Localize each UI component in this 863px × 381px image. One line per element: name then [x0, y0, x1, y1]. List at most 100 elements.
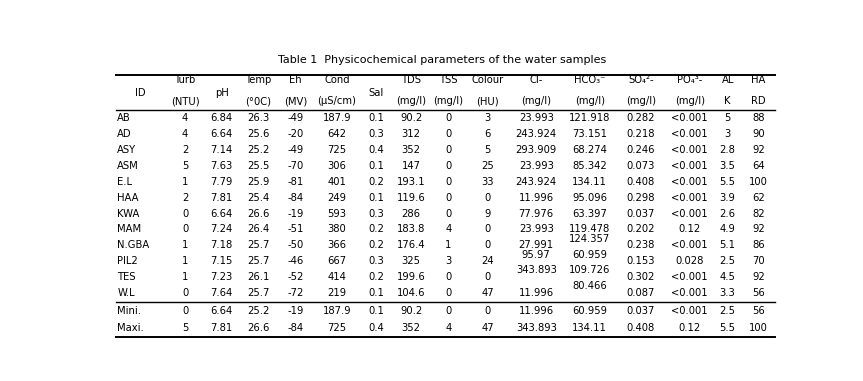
Text: 0: 0 [182, 208, 188, 219]
Text: 0: 0 [445, 145, 451, 155]
Text: <0.001: <0.001 [671, 113, 708, 123]
Text: -50: -50 [287, 240, 304, 250]
Text: 0.1: 0.1 [368, 113, 384, 123]
Text: -19: -19 [287, 306, 304, 316]
Text: 64: 64 [752, 161, 765, 171]
Text: <0.001: <0.001 [671, 161, 708, 171]
Text: TDS: TDS [401, 75, 421, 85]
Text: 725: 725 [327, 323, 347, 333]
Text: 0.037: 0.037 [627, 208, 655, 219]
Text: 6.84: 6.84 [211, 113, 233, 123]
Text: Mini.: Mini. [117, 306, 142, 316]
Text: 92: 92 [752, 224, 765, 234]
Text: 62: 62 [752, 193, 765, 203]
Text: E.L: E.L [117, 177, 132, 187]
Text: 95.97: 95.97 [522, 250, 551, 259]
Text: 243.924: 243.924 [516, 177, 557, 187]
Text: 0.028: 0.028 [676, 256, 704, 266]
Text: -84: -84 [287, 323, 304, 333]
Text: 7.24: 7.24 [211, 224, 233, 234]
Text: 119.478: 119.478 [570, 224, 610, 234]
Text: 134.11: 134.11 [572, 323, 608, 333]
Text: 343.893: 343.893 [516, 266, 557, 275]
Text: TES: TES [117, 272, 135, 282]
Text: (mg/l): (mg/l) [575, 96, 605, 106]
Text: 23.993: 23.993 [519, 161, 554, 171]
Text: 0.302: 0.302 [627, 272, 655, 282]
Text: 1: 1 [182, 256, 188, 266]
Text: 0.087: 0.087 [627, 288, 655, 298]
Text: 2.6: 2.6 [720, 208, 735, 219]
Text: 4.5: 4.5 [720, 272, 735, 282]
Text: 3: 3 [445, 256, 451, 266]
Text: -72: -72 [287, 288, 304, 298]
Text: ID: ID [135, 88, 146, 98]
Text: 88: 88 [752, 113, 765, 123]
Text: 7.81: 7.81 [211, 323, 233, 333]
Text: 92: 92 [752, 272, 765, 282]
Text: 6: 6 [484, 129, 491, 139]
Text: Temp: Temp [245, 75, 271, 85]
Text: 0: 0 [445, 272, 451, 282]
Text: (MV): (MV) [284, 96, 307, 106]
Text: -51: -51 [287, 224, 304, 234]
Text: 25.4: 25.4 [247, 193, 269, 203]
Text: 5: 5 [182, 323, 188, 333]
Text: 312: 312 [401, 129, 420, 139]
Text: 85.342: 85.342 [572, 161, 608, 171]
Text: AB: AB [117, 113, 131, 123]
Text: 3.5: 3.5 [720, 161, 735, 171]
Text: 0.4: 0.4 [369, 145, 384, 155]
Text: 243.924: 243.924 [516, 129, 557, 139]
Text: 176.4: 176.4 [397, 240, 425, 250]
Text: 0.1: 0.1 [368, 193, 384, 203]
Text: 0: 0 [484, 272, 491, 282]
Text: <0.001: <0.001 [671, 306, 708, 316]
Text: 380: 380 [328, 224, 346, 234]
Text: 26.6: 26.6 [247, 208, 269, 219]
Text: 0.12: 0.12 [678, 224, 701, 234]
Text: <0.001: <0.001 [671, 208, 708, 219]
Text: K: K [724, 96, 731, 106]
Text: 5.1: 5.1 [720, 240, 735, 250]
Text: 7.15: 7.15 [211, 256, 233, 266]
Text: 0: 0 [484, 193, 491, 203]
Text: 3: 3 [484, 113, 491, 123]
Text: 0: 0 [445, 306, 451, 316]
Text: (mg/l): (mg/l) [433, 96, 463, 106]
Text: 2.5: 2.5 [720, 306, 735, 316]
Text: 27.991: 27.991 [519, 240, 554, 250]
Text: RD: RD [751, 96, 765, 106]
Text: 293.909: 293.909 [515, 145, 557, 155]
Text: 25.2: 25.2 [247, 145, 269, 155]
Text: 183.8: 183.8 [397, 224, 425, 234]
Text: Eh: Eh [289, 75, 302, 85]
Text: 199.6: 199.6 [397, 272, 425, 282]
Text: 24: 24 [482, 256, 494, 266]
Text: 0: 0 [445, 113, 451, 123]
Text: 5: 5 [484, 145, 491, 155]
Text: 147: 147 [401, 161, 420, 171]
Text: PO₄³-: PO₄³- [677, 75, 702, 85]
Text: 11.996: 11.996 [519, 193, 554, 203]
Text: 6.64: 6.64 [211, 129, 233, 139]
Text: ASM: ASM [117, 161, 139, 171]
Text: 187.9: 187.9 [323, 113, 351, 123]
Text: 6.64: 6.64 [211, 208, 233, 219]
Text: 56: 56 [752, 306, 765, 316]
Text: 343.893: 343.893 [516, 323, 557, 333]
Text: 401: 401 [328, 177, 346, 187]
Text: 7.64: 7.64 [211, 288, 233, 298]
Text: 5: 5 [182, 161, 188, 171]
Text: 0.1: 0.1 [368, 306, 384, 316]
Text: 11.996: 11.996 [519, 288, 554, 298]
Text: 0.3: 0.3 [369, 208, 384, 219]
Text: 352: 352 [401, 323, 420, 333]
Text: 90: 90 [752, 129, 765, 139]
Text: 0: 0 [445, 177, 451, 187]
Text: W.L: W.L [117, 288, 135, 298]
Text: (µS/cm): (µS/cm) [318, 96, 356, 106]
Text: 0: 0 [484, 224, 491, 234]
Text: 82: 82 [752, 208, 765, 219]
Text: 286: 286 [401, 208, 420, 219]
